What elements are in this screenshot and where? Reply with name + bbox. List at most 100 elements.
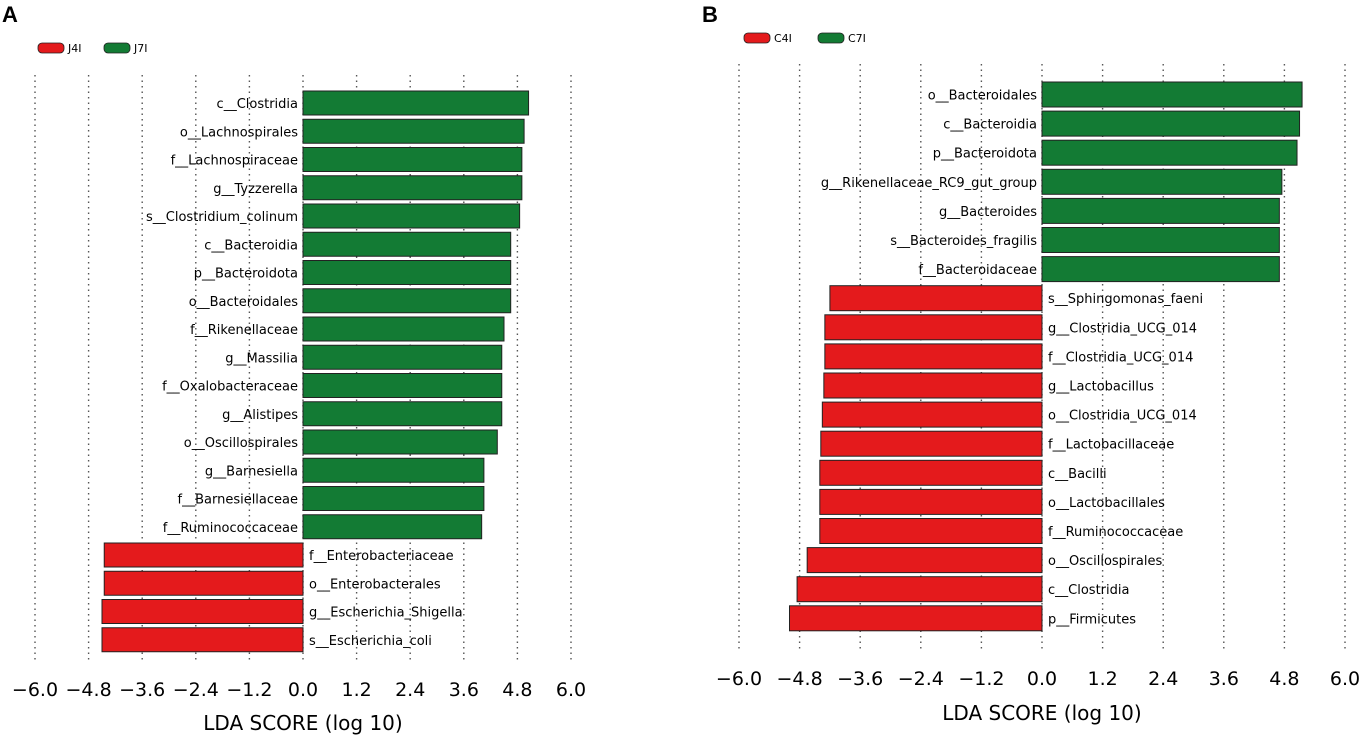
- bar-g-clostridia-ucg-014: [824, 314, 1043, 341]
- bar-label-f-clostridia-ucg-014: f__Clostridia_UCG_014: [1048, 350, 1193, 365]
- bar-label-g-bacteroides: g__Bacteroides: [939, 205, 1037, 220]
- bar-label-s-sphingomonas-faeni: s__Sphingomonas_faeni: [1048, 292, 1203, 307]
- panel-letter: A: [2, 2, 18, 27]
- bar-f-bacteroidaceae: [1041, 256, 1280, 283]
- bar-g-massilia: [302, 344, 503, 370]
- bar-label-o-lactobacillales: o__Lactobacillales: [1048, 496, 1165, 511]
- bar-o-clostridia-ucg-014: [821, 401, 1043, 428]
- bar-label-p-bacteroidota: p__Bacteroidota: [933, 147, 1037, 162]
- x-tick-label: 6.0: [556, 679, 586, 701]
- bar-f-rikenellaceae: [302, 316, 505, 342]
- bar-o-lachnospirales: [302, 118, 525, 144]
- x-tick-label: 3.6: [1209, 668, 1239, 690]
- bar-label-c-clostridia: c__Clostridia: [1048, 583, 1129, 598]
- bar-c-bacilli: [819, 459, 1043, 486]
- bar-label-f-lachnospiraceae: f__Lachnospiraceae: [171, 154, 298, 169]
- bar-g-alistipes: [302, 401, 503, 427]
- legend-swatch-c4i: [743, 32, 771, 44]
- bar-s-clostridium-colinum: [302, 203, 521, 229]
- x-tick-label: 0.0: [1027, 668, 1057, 690]
- legend-label-c4i: C4I: [774, 32, 792, 45]
- legend-label-j7i: J7I: [133, 42, 148, 55]
- x-tick-label: 3.6: [449, 679, 479, 701]
- bar-o-bacteroidales: [1041, 81, 1303, 108]
- bar-f-lachnospiraceae: [302, 147, 523, 172]
- bar-label-o-bacteroidales: o__Bacteroidales: [189, 295, 299, 310]
- bar-g-barnesiella: [302, 457, 485, 483]
- bar-label-f-lactobacillaceae: f__Lactobacillaceae: [1048, 438, 1174, 453]
- bar-label-o-enterobacterales: o__Enterobacterales: [309, 577, 441, 592]
- bar-f-oxalobacteraceae: [302, 373, 503, 398]
- bar-label-s-bacteroides-fragilis: s__Bacteroides_fragilis: [890, 234, 1037, 249]
- bar-label-c-bacteroidia: c__Bacteroidia: [204, 238, 298, 253]
- bar-label-g-massilia: g__Massilia: [225, 351, 298, 366]
- bar-g-lactobacillus: [823, 372, 1043, 399]
- bar-f-enterobacteriaceae: [103, 542, 304, 568]
- bar-f-barnesiellaceae: [302, 486, 485, 511]
- bar-o-lactobacillales: [819, 488, 1043, 515]
- legend-swatch-c7i: [817, 32, 845, 44]
- x-tick-label: 2.4: [1148, 668, 1178, 690]
- x-tick-label: −3.6: [119, 679, 165, 701]
- panel-a: A J4I J7I c__Clostridia o__Lachnospirales f__…: [2, 2, 586, 735]
- bar-label-g-clostridia-ucg-014: g__Clostridia_UCG_014: [1048, 321, 1197, 336]
- bar-label-g-barnesiella: g__Barnesiella: [205, 464, 298, 479]
- bar-label-f-barnesiellaceae: f__Barnesiellaceae: [178, 493, 299, 508]
- bar-o-oscillospirales: [302, 429, 498, 455]
- x-axis-title: LDA SCORE (log 10): [203, 711, 402, 735]
- bar-label-s-clostridium-colinum: s__Clostridium_colinum: [146, 210, 298, 225]
- bar-label-c-bacteroidia: c__Bacteroidia: [943, 118, 1037, 133]
- bar-c-clostridia: [796, 576, 1043, 603]
- bar-label-p-bacteroidota: p__Bacteroidota: [194, 267, 298, 282]
- bar-c-clostridia: [302, 90, 530, 116]
- x-tick-label: 1.2: [1087, 668, 1117, 690]
- panel-b: B C4I C7I o__Bacteroidales c__Bacteroidia p__…: [702, 2, 1360, 725]
- bar-f-lactobacillaceae: [820, 430, 1043, 457]
- panel-letter: B: [702, 2, 718, 27]
- bar-label-f-rikenellaceae: f__Rikenellaceae: [190, 323, 298, 338]
- x-tick-label: −3.6: [837, 668, 883, 690]
- bar-label-g-tyzzerella: g__Tyzzerella: [213, 182, 298, 197]
- bar-label-o-clostridia-ucg-014: o__Clostridia_UCG_014: [1048, 409, 1197, 424]
- legend-swatch-j7i: [103, 42, 131, 54]
- bar-f-clostridia-ucg-014: [824, 343, 1043, 370]
- bar-label-o-oscillospirales: o__Oscillospirales: [184, 436, 298, 451]
- legend-label-j4i: J4I: [67, 42, 82, 55]
- x-tick-label: 2.4: [395, 679, 425, 701]
- bar-label-o-oscillospirales: o__Oscillospirales: [1048, 554, 1162, 569]
- x-tick-label: −2.4: [898, 668, 944, 690]
- bar-label-g-escherichia-shigella: g__Escherichia_Shigella: [309, 606, 463, 621]
- bar-label-f-bacteroidaceae: f__Bacteroidaceae: [918, 263, 1037, 278]
- x-axis-title: LDA SCORE (log 10): [942, 701, 1141, 725]
- bar-p-bacteroidota: [1041, 139, 1298, 166]
- bar-c-bacteroidia: [302, 231, 512, 257]
- bar-g-tyzzerella: [302, 175, 523, 201]
- bar-o-bacteroidales: [302, 288, 512, 314]
- bar-label-f-ruminococcaceae: f__Ruminococcaceae: [163, 521, 298, 536]
- bar-label-f-ruminococcaceae: f__Ruminococcaceae: [1048, 525, 1183, 540]
- x-tick-label: −2.4: [173, 679, 219, 701]
- x-tick-label: 0.0: [288, 679, 318, 701]
- x-tick-label: −6.0: [716, 668, 762, 690]
- bar-label-s-escherichia-coli: s__Escherichia_coli: [309, 634, 432, 649]
- bar-g-bacteroides: [1041, 197, 1280, 224]
- bar-label-o-bacteroidales: o__Bacteroidales: [928, 89, 1038, 104]
- bar-o-enterobacterales: [103, 570, 304, 596]
- bar-g-rikenellaceae-rc9-gut-group: [1041, 168, 1283, 195]
- bar-f-ruminococcaceae: [819, 518, 1043, 544]
- x-tick-label: −6.0: [12, 679, 58, 701]
- bar-g-escherichia-shigella: [101, 599, 304, 624]
- bar-label-g-lactobacillus: g__Lactobacillus: [1048, 380, 1154, 395]
- bar-label-g-alistipes: g__Alistipes: [222, 408, 298, 423]
- bar-s-bacteroides-fragilis: [1041, 227, 1280, 253]
- bar-f-ruminococcaceae: [302, 514, 483, 540]
- bar-label-p-firmicutes: p__Firmicutes: [1048, 612, 1136, 627]
- legend-label-c7i: C7I: [848, 32, 866, 45]
- bar-label-f-enterobacteriaceae: f__Enterobacteriaceae: [309, 549, 454, 564]
- x-tick-label: −4.8: [777, 668, 823, 690]
- bar-p-bacteroidota: [302, 260, 512, 285]
- x-tick-label: 6.0: [1330, 668, 1360, 690]
- x-tick-label: 1.2: [341, 679, 371, 701]
- x-tick-label: 4.8: [502, 679, 532, 701]
